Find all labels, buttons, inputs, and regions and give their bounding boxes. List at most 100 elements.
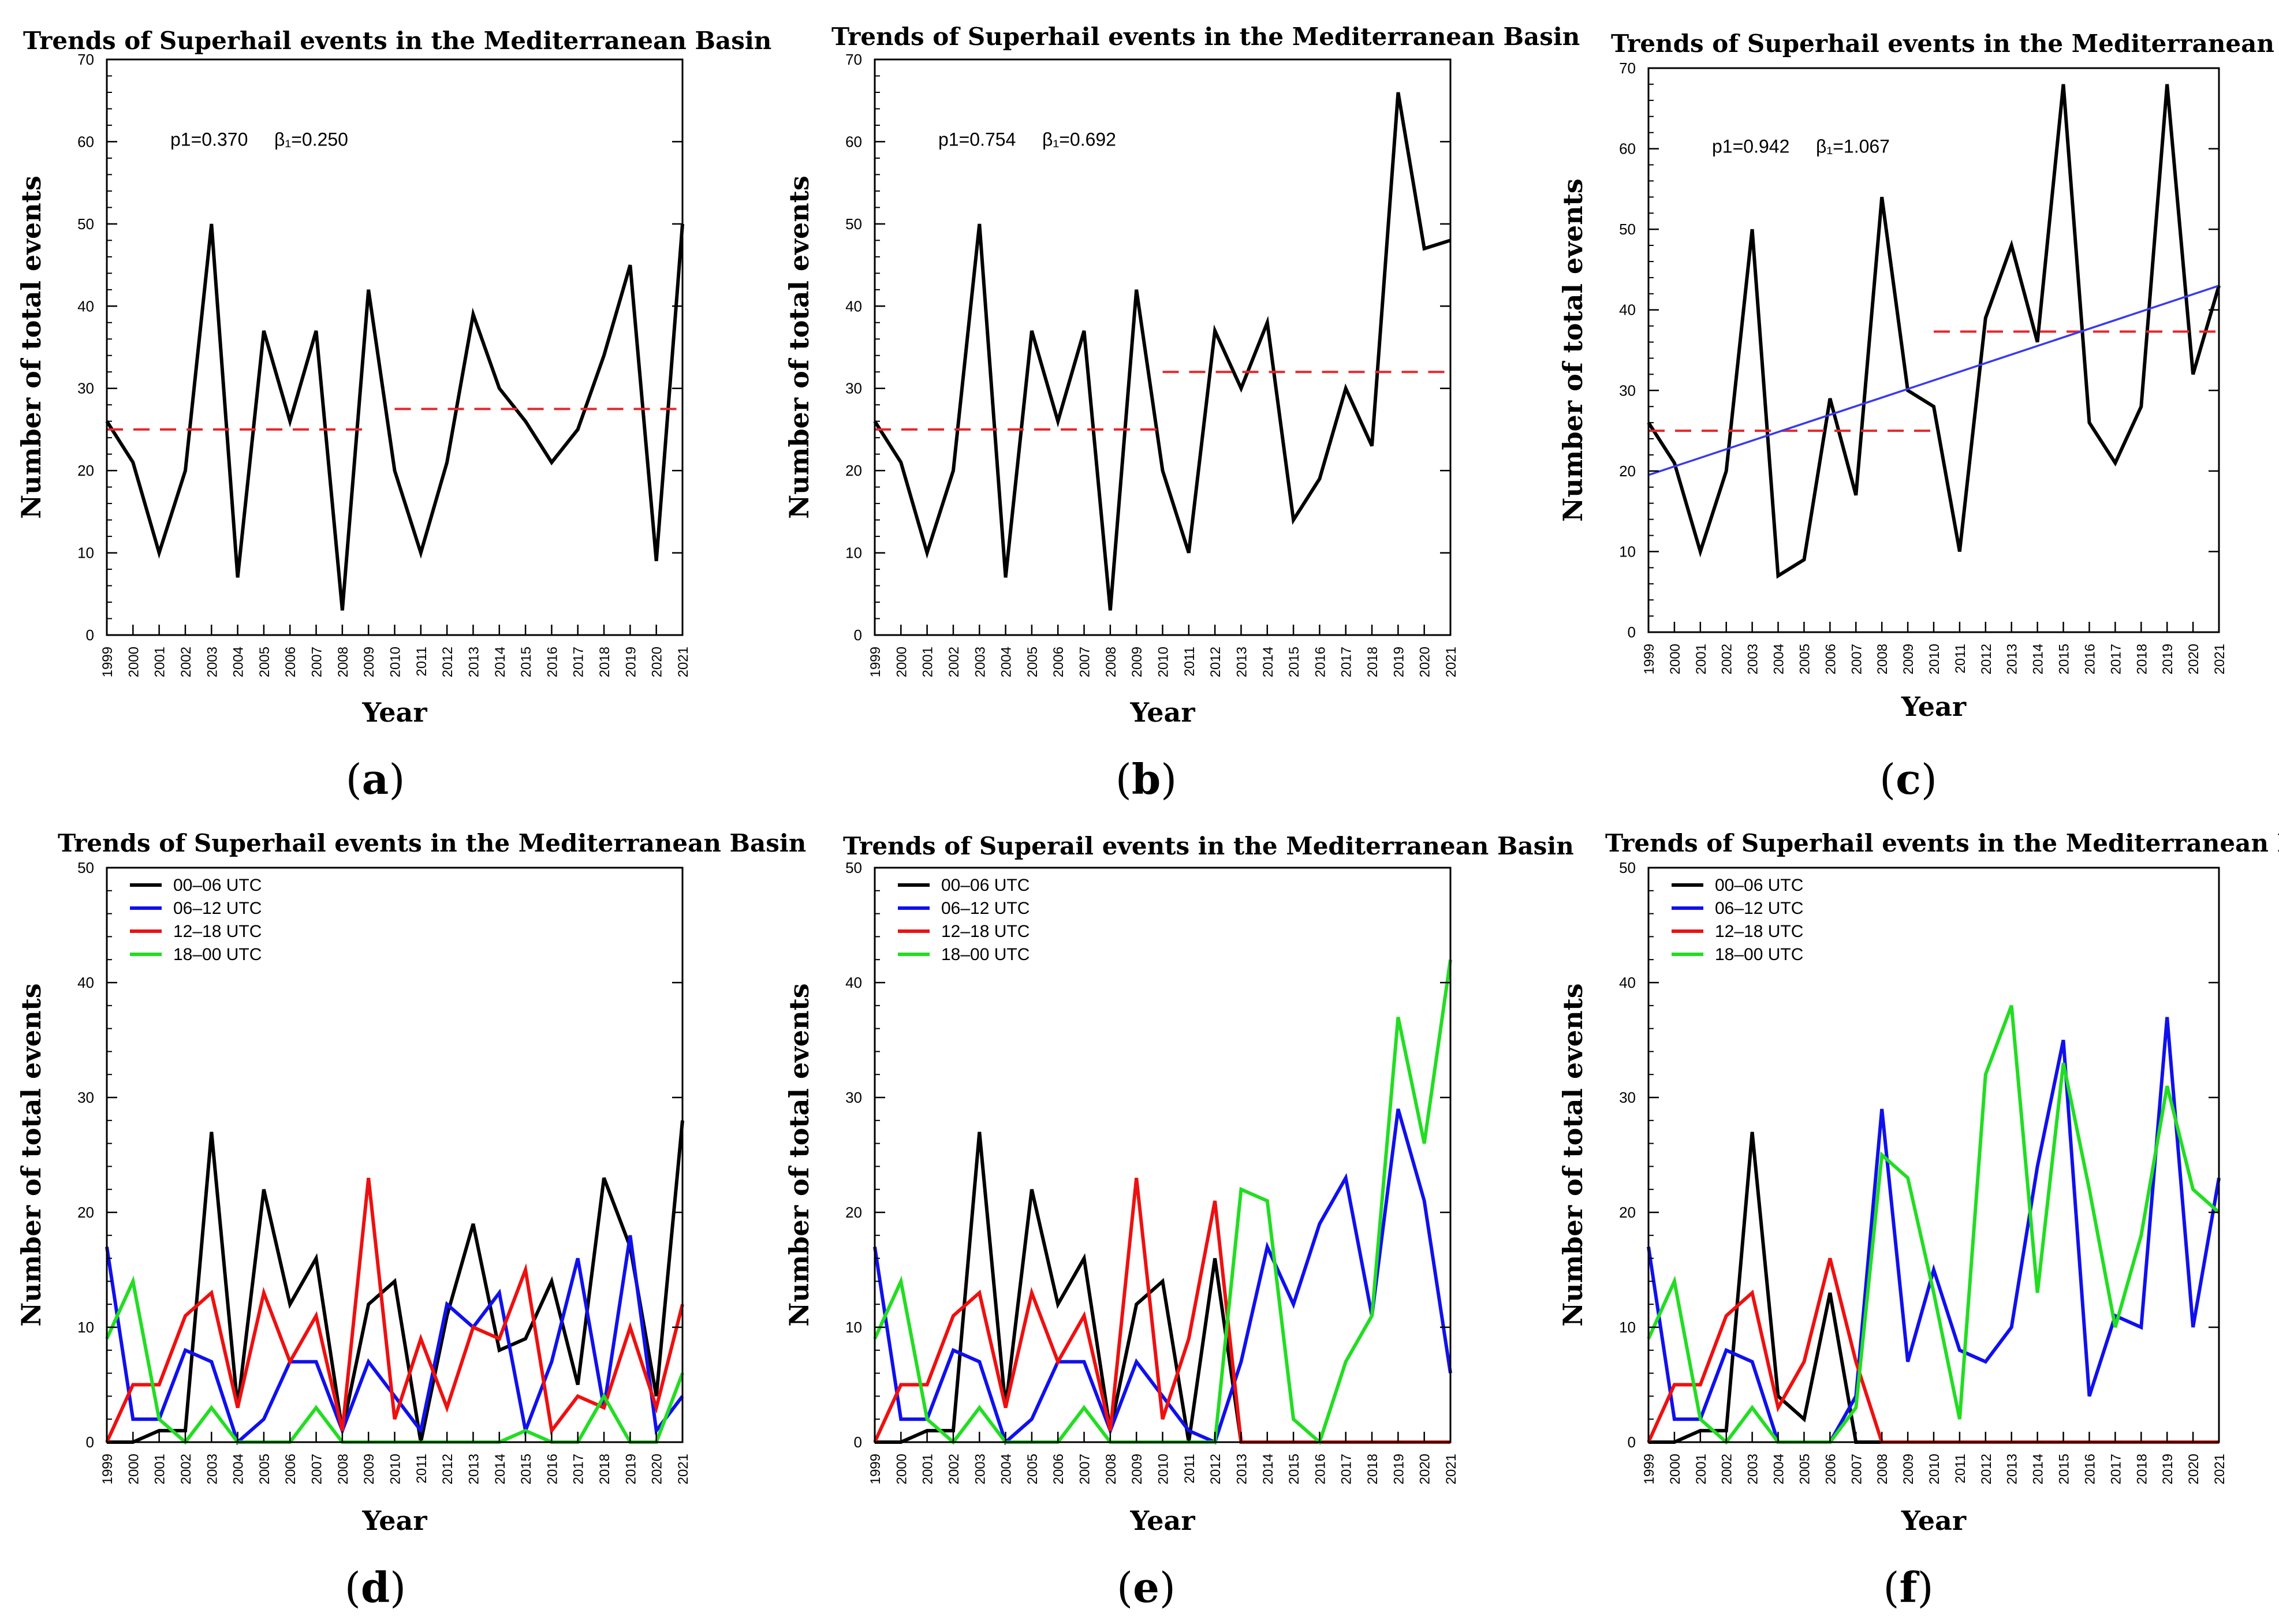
x-tick-label: 2010 [1927, 644, 1942, 674]
x-tick-label: 2017 [1339, 647, 1355, 677]
annotation-p1: p1=0.370 [170, 129, 248, 150]
x-axis-label: Year [1129, 697, 1195, 728]
x-tick-label: 2007 [1077, 647, 1093, 677]
y-tick-label: 0 [1628, 624, 1636, 641]
x-tick-label: 2015 [1286, 647, 1302, 677]
x-tick-label: 2005 [257, 1454, 273, 1484]
x-tick-label: 2015 [519, 647, 534, 677]
x-tick-label: 2013 [2005, 1454, 2020, 1484]
x-tick-label: 2018 [1365, 647, 1381, 677]
chart-title: Trends of Superhail events in the Medite… [58, 829, 806, 857]
y-tick-label: 70 [845, 51, 862, 68]
y-tick-label: 30 [77, 1089, 94, 1106]
y-tick-label: 10 [1619, 543, 1636, 560]
y-tick-label: 20 [77, 1204, 94, 1221]
x-tick-label: 2012 [1979, 644, 1994, 674]
x-tick-label: 2021 [676, 647, 691, 677]
x-tick-label: 2013 [466, 647, 482, 677]
chart-panel-a: Trends of Superhail events in the Medite… [16, 27, 771, 804]
x-tick-label: 2003 [972, 1454, 988, 1484]
x-tick-label: 2014 [2031, 1454, 2046, 1484]
x-tick-label: 2019 [623, 1454, 639, 1484]
x-tick-label: 2009 [361, 647, 377, 677]
x-tick-label: 2011 [1182, 1454, 1198, 1484]
y-tick-label: 50 [1619, 221, 1636, 238]
y-tick-label: 10 [845, 544, 862, 562]
x-tick-label: 2000 [894, 647, 909, 677]
legend-label-1: 00–06 UTC [173, 876, 262, 895]
x-tick-label: 2000 [126, 647, 141, 677]
x-tick-label: 2003 [1745, 644, 1761, 674]
x-tick-label: 2019 [623, 647, 639, 677]
chart-panel-d: Trends of Superhail events in the Medite… [16, 829, 806, 1612]
x-tick-label: 2021 [1444, 1454, 1459, 1484]
x-tick-label: 2006 [1823, 1454, 1838, 1484]
x-axis-label: Year [1901, 691, 1967, 722]
x-tick-label: 2016 [544, 647, 560, 677]
y-tick-label: 50 [77, 859, 94, 876]
x-tick-label: 2008 [1875, 1454, 1890, 1484]
y-tick-label: 0 [1628, 1433, 1636, 1451]
x-tick-label: 2019 [2160, 644, 2176, 674]
x-tick-label: 2002 [1719, 644, 1735, 674]
y-tick-label: 30 [77, 380, 94, 397]
y-tick-label: 60 [1619, 140, 1636, 158]
annotation-beta: β₁=0.692 [1042, 129, 1116, 150]
x-tick-label: 2000 [1668, 1454, 1683, 1484]
x-tick-label: 2007 [1849, 644, 1864, 674]
x-tick-label: 2000 [1668, 644, 1683, 674]
x-tick-label: 1999 [100, 647, 115, 677]
panel-label: (e) [1117, 1563, 1176, 1612]
x-tick-label: 2003 [972, 647, 988, 677]
y-tick-label: 20 [1619, 462, 1636, 480]
x-tick-label: 2020 [2186, 1454, 2202, 1484]
x-tick-label: 2011 [1953, 1454, 1968, 1484]
y-axis-label: Number of total events [1557, 983, 1588, 1327]
x-tick-label: 2003 [204, 647, 220, 677]
x-tick-label: 2004 [231, 1454, 247, 1484]
x-tick-label: 2004 [1771, 1454, 1787, 1484]
x-tick-label: 2013 [466, 1454, 482, 1484]
chart-panel-b: Trends of Superhail events in the Medite… [784, 23, 1580, 804]
x-tick-label: 2015 [519, 1454, 534, 1484]
x-tick-label: 2018 [1365, 1454, 1381, 1484]
x-tick-label: 2020 [650, 1454, 665, 1484]
x-tick-label: 2013 [1234, 1454, 1249, 1484]
x-tick-label: 2018 [2134, 1454, 2150, 1484]
x-tick-label: 2019 [2160, 1454, 2176, 1484]
x-tick-label: 2011 [1182, 647, 1198, 677]
series-line-2 [1647, 1017, 2221, 1444]
trend-line [1648, 285, 2220, 476]
x-tick-label: 2020 [2186, 644, 2202, 674]
x-tick-label: 2001 [152, 647, 168, 677]
y-tick-label: 30 [845, 1089, 862, 1106]
x-tick-label: 2011 [414, 1454, 430, 1484]
x-tick-label: 2016 [2082, 1454, 2098, 1484]
x-tick-label: 2007 [1077, 1454, 1093, 1484]
y-axis-label: Number of total events [784, 983, 815, 1327]
x-tick-label: 2014 [1260, 1454, 1276, 1484]
annotation-beta: β₁=0.250 [274, 129, 348, 150]
panel-label: (d) [345, 1563, 406, 1612]
x-tick-label: 2020 [1418, 647, 1433, 677]
x-tick-label: 2006 [283, 1454, 299, 1484]
y-tick-label: 40 [845, 974, 862, 991]
x-tick-label: 2003 [204, 1454, 220, 1484]
legend-label-2: 06–12 UTC [941, 899, 1030, 918]
x-tick-label: 2008 [1103, 647, 1119, 677]
legend-label-4: 18–00 UTC [173, 945, 262, 964]
panel-label: (f) [1883, 1563, 1933, 1612]
chart-title: Trends of Superail events in the Mediter… [843, 832, 1574, 860]
x-tick-label: 2012 [1979, 1454, 1994, 1484]
series-line-2 [873, 1108, 1452, 1446]
x-tick-label: 2017 [571, 647, 587, 677]
chart-title: Trends of Superhail events in the Medite… [831, 23, 1580, 51]
x-tick-label: 1999 [1642, 1454, 1657, 1484]
series-line-1 [105, 223, 684, 611]
x-tick-label: 1999 [1642, 644, 1657, 674]
x-tick-label: 2005 [257, 647, 273, 677]
x-tick-label: 2012 [440, 1454, 456, 1484]
x-tick-label: 2010 [1927, 1454, 1942, 1484]
x-tick-label: 2008 [335, 647, 351, 677]
x-tick-label: 2007 [1849, 1454, 1864, 1484]
